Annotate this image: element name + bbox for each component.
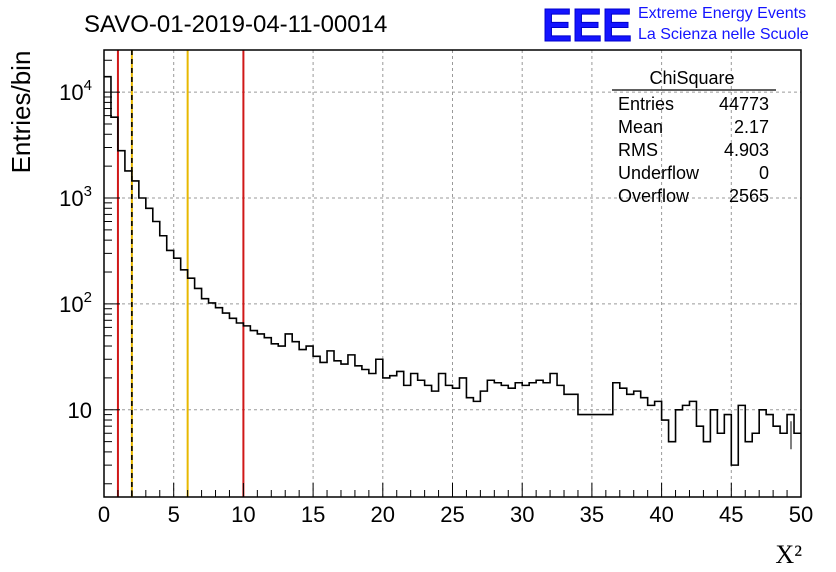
logo-line-1: Extreme Energy Events xyxy=(638,5,806,22)
histogram xyxy=(104,75,801,466)
x-tick-label: 35 xyxy=(580,502,604,527)
y-tick-label: 104 xyxy=(59,77,92,105)
stats-label: Entries xyxy=(618,94,674,114)
x-tick-label: 20 xyxy=(371,502,395,527)
eee-logo: EEE Extreme Energy Events La Scienza nel… xyxy=(542,0,809,52)
stats-value: 44773 xyxy=(719,94,769,114)
x-axis-label: X² xyxy=(775,540,802,569)
x-axis: 0 5 10 15 20 25 30 35 40 45 50 xyxy=(98,483,813,527)
y-tick-label: 10 xyxy=(68,398,92,423)
x-tick-label: 0 xyxy=(98,502,110,527)
logo-line-2: La Scienza nelle Scuole xyxy=(638,26,809,43)
y-axis: 10 102 103 104 xyxy=(59,59,120,485)
stats-label: Mean xyxy=(618,117,663,137)
reference-lines xyxy=(116,50,245,497)
y-tick-label: 102 xyxy=(59,289,92,317)
x-tick-label: 25 xyxy=(440,502,464,527)
histogram-line xyxy=(104,75,801,466)
x-tick-label: 10 xyxy=(231,502,255,527)
x-tick-label: 50 xyxy=(789,502,813,527)
stats-box: ChiSquare Entries 44773 Mean 2.17 RMS 4.903 Un… xyxy=(612,68,776,206)
eee-logo-text: EEE xyxy=(542,0,632,51)
x-tick-label: 5 xyxy=(168,502,180,527)
stats-value: 0 xyxy=(759,163,769,183)
x-tick-label: 45 xyxy=(719,502,743,527)
x-tick-label: 15 xyxy=(301,502,325,527)
stats-label: Overflow xyxy=(618,186,690,206)
stats-value: 2565 xyxy=(729,186,769,206)
stats-label: RMS xyxy=(618,140,658,160)
stats-value: 4.903 xyxy=(724,140,769,160)
y-tick-label: 103 xyxy=(59,183,92,211)
grid-lines xyxy=(104,50,801,497)
stats-label: Underflow xyxy=(618,163,700,183)
x-tick-label: 30 xyxy=(510,502,534,527)
stats-title: ChiSquare xyxy=(649,68,734,88)
x-tick-label: 40 xyxy=(649,502,673,527)
chart-title: SAVO-01-2019-04-11-00014 xyxy=(84,11,387,38)
stats-value: 2.17 xyxy=(734,117,769,137)
y-axis-label: Entries/bin xyxy=(6,51,36,174)
